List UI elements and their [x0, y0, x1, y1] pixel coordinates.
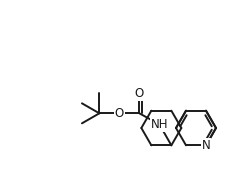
Text: N: N	[202, 139, 210, 152]
Text: O: O	[135, 87, 144, 100]
Text: O: O	[115, 107, 124, 120]
Text: NH: NH	[150, 118, 168, 131]
